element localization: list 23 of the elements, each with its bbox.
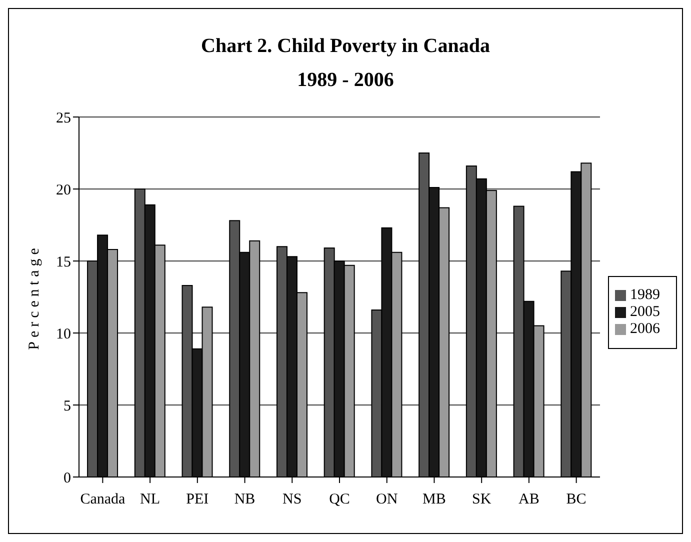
x-tick-label: MB bbox=[422, 492, 446, 508]
legend-label: 2005 bbox=[630, 304, 660, 320]
y-axis-title: Percentage bbox=[26, 244, 42, 350]
x-tick-label: Canada bbox=[80, 492, 126, 508]
y-tick-label: 10 bbox=[56, 326, 71, 342]
x-tick-label: SK bbox=[472, 492, 492, 508]
y-tick-label: 25 bbox=[56, 110, 71, 126]
chart-title: Chart 2. Child Poverty in Canada bbox=[200, 34, 491, 59]
x-tick-label: NB bbox=[234, 492, 256, 508]
y-tick-label: 5 bbox=[64, 398, 71, 414]
y-tick-label: 0 bbox=[64, 470, 71, 486]
y-tick-label: 20 bbox=[56, 182, 71, 198]
x-tick-label: NS bbox=[282, 492, 302, 508]
x-tick-label: ON bbox=[376, 492, 398, 508]
legend-label: 1989 bbox=[630, 286, 660, 302]
legend-label: 2006 bbox=[630, 320, 660, 336]
x-tick-label: NL bbox=[140, 492, 160, 508]
y-tick-label: 15 bbox=[56, 254, 71, 270]
x-tick-label: QC bbox=[329, 492, 350, 508]
x-tick-label: BC bbox=[566, 492, 586, 508]
x-tick-label: PEI bbox=[186, 492, 209, 508]
chart-subtitle: 1989 - 2006 bbox=[296, 68, 395, 93]
x-tick-label: AB bbox=[518, 492, 540, 508]
